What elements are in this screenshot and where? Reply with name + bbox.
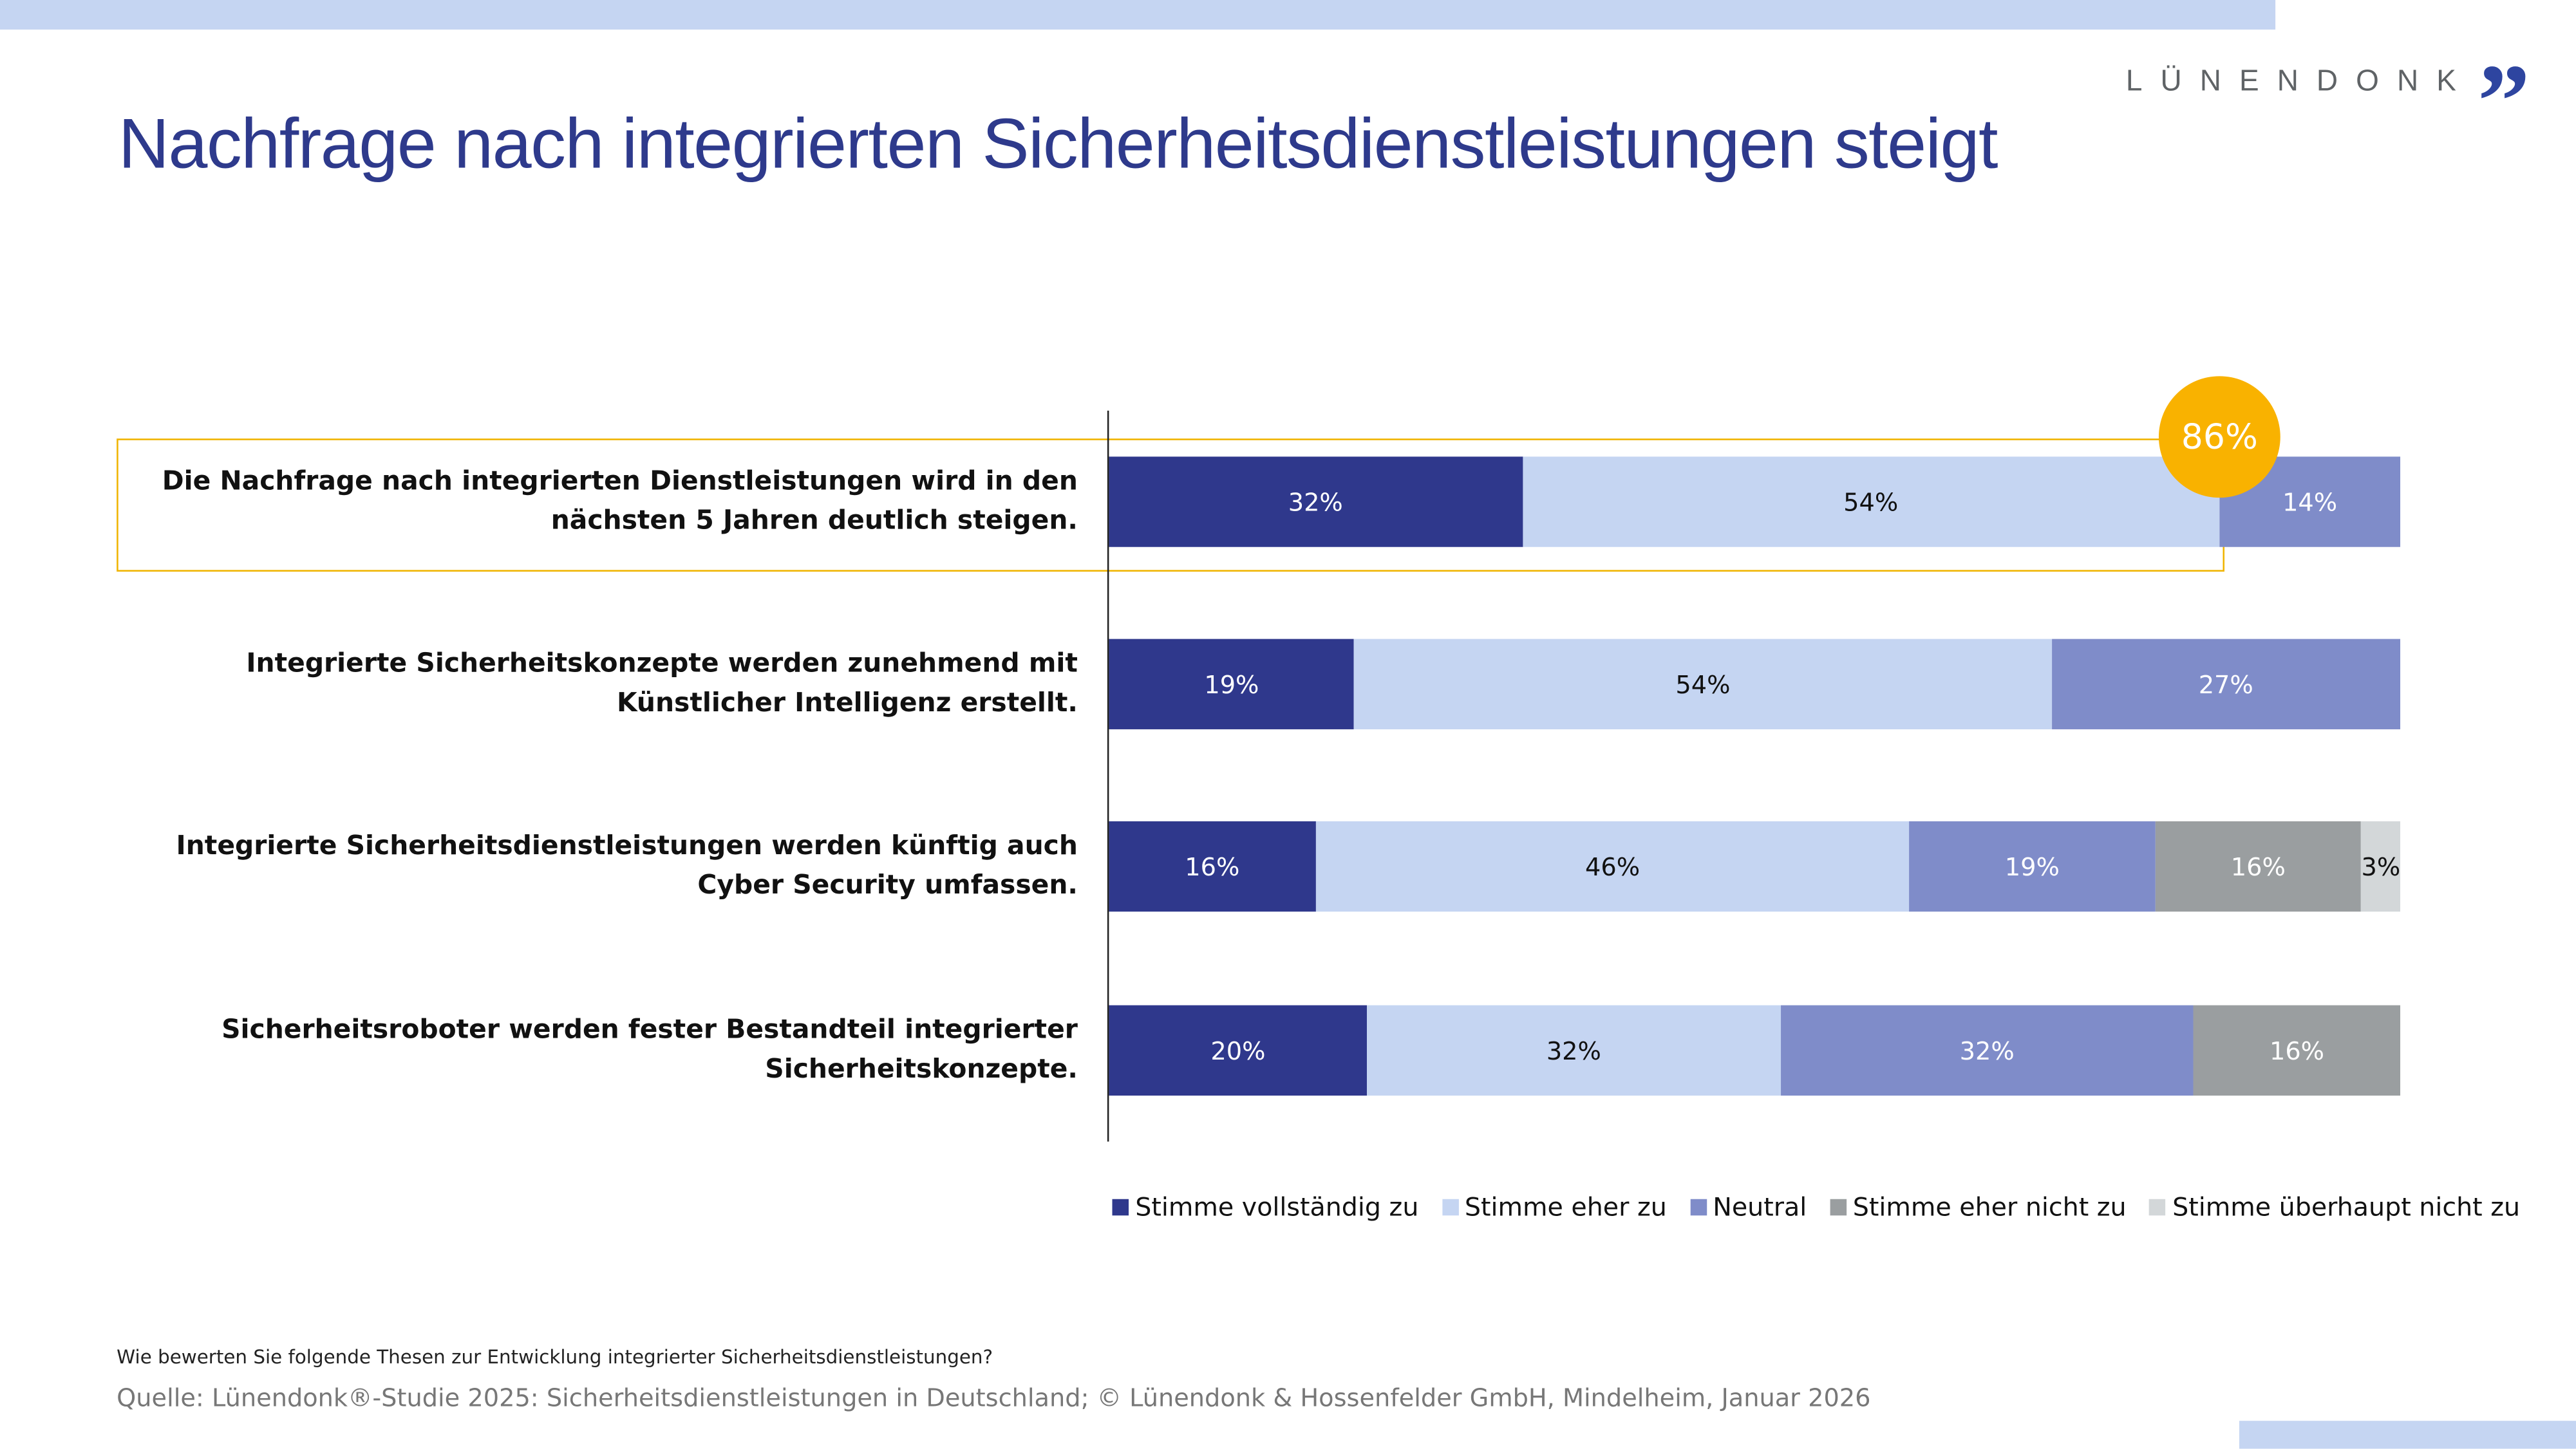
legend-swatch	[1689, 1199, 1707, 1216]
category-label: Integrierte Sicherheitsdienstleistungen …	[176, 829, 1078, 901]
legend-item: Stimme eher nicht zu	[1829, 1192, 2127, 1222]
legend-swatch	[1112, 1199, 1129, 1216]
bar-segment: 32%	[1780, 1005, 2194, 1096]
bar-segment: 54%	[1522, 456, 2220, 547]
legend-item: Stimme eher zu	[1442, 1193, 1667, 1222]
data-label: 19%	[2004, 852, 2060, 881]
bar-segment: 27%	[2051, 639, 2400, 729]
quote-mark-icon: ”	[2477, 42, 2530, 160]
legend-label: Stimme vollständig zu	[1135, 1192, 1419, 1222]
data-label: 54%	[1843, 487, 1899, 517]
bar-segment: 3%	[2361, 821, 2401, 912]
bottom-accent-bar	[2239, 1421, 2576, 1449]
data-label: 19%	[1204, 669, 1259, 699]
data-label: 27%	[2198, 669, 2253, 699]
bar-segment: 16%	[2194, 1005, 2400, 1096]
data-label: 32%	[1288, 487, 1343, 517]
category-label: Die Nachfrage nach integrierten Dienstle…	[162, 465, 1078, 536]
data-label: 14%	[2282, 487, 2338, 517]
y-axis-line	[1107, 410, 1109, 1142]
data-label: 16%	[2269, 1035, 2325, 1065]
legend-item: Stimme vollständig zu	[1112, 1192, 1419, 1222]
source-note: Quelle: Lünendonk®-Studie 2025: Sicherhe…	[117, 1383, 1871, 1413]
category-label: Sicherheitsroboter werden fester Bestand…	[221, 1013, 1078, 1085]
data-label: 3%	[2361, 852, 2401, 881]
legend-item: Stimme überhaupt nicht zu	[2149, 1193, 2520, 1222]
bar-segment: 32%	[1109, 456, 1523, 547]
page-title: Nachfrage nach integrierten Sicherheitsd…	[118, 105, 1998, 184]
legend: Stimme vollständig zu Stimme eher zu Neutr…	[1112, 1192, 2520, 1222]
bar-segment: 19%	[1909, 821, 2155, 912]
data-label: 16%	[2230, 852, 2286, 881]
data-label: 32%	[1959, 1035, 2015, 1065]
bar-segment: 19%	[1109, 639, 1355, 729]
survey-question: Wie bewerten Sie folgende Thesen zur Ent…	[117, 1345, 993, 1369]
category-label: Integrierte Sicherheitskonzepte werden z…	[246, 647, 1078, 718]
legend-swatch	[1829, 1199, 1847, 1216]
bar-segment: 16%	[2154, 821, 2362, 912]
legend-label: Neutral	[1713, 1192, 1807, 1222]
bar-segment: 16%	[1109, 821, 1316, 912]
top-accent-bar	[0, 0, 2276, 30]
bar-segment: 46%	[1315, 821, 1910, 912]
bar-row: 16% 46% 19% 16% 3%	[1109, 821, 2401, 912]
data-label: 54%	[1675, 669, 1731, 699]
bar-row: 20% 32% 32% 16%	[1109, 1005, 2400, 1096]
data-label: 16%	[1185, 852, 1240, 881]
bar-segment: 20%	[1109, 1005, 1368, 1096]
legend-label: Stimme eher nicht zu	[1852, 1192, 2127, 1222]
data-label: 46%	[1584, 852, 1641, 881]
legend-label: Stimme eher zu	[1464, 1192, 1667, 1222]
logo-text: LÜNENDONK	[2125, 63, 2474, 97]
bar-row: 19% 54% 27%	[1109, 639, 2400, 729]
data-label: 32%	[1546, 1035, 1601, 1065]
bar-segment: 54%	[1354, 639, 2052, 729]
highlight-badge: 86%	[2158, 376, 2280, 498]
legend-swatch	[2149, 1199, 2166, 1216]
legend-swatch	[1442, 1199, 1458, 1216]
legend-item: Neutral	[1689, 1192, 1807, 1222]
luenendonk-logo: LÜNENDONK ”	[2125, 48, 2530, 153]
data-label: 20%	[1210, 1035, 1266, 1065]
legend-label: Stimme überhaupt nicht zu	[2172, 1192, 2521, 1222]
bar-segment: 32%	[1367, 1005, 1781, 1096]
